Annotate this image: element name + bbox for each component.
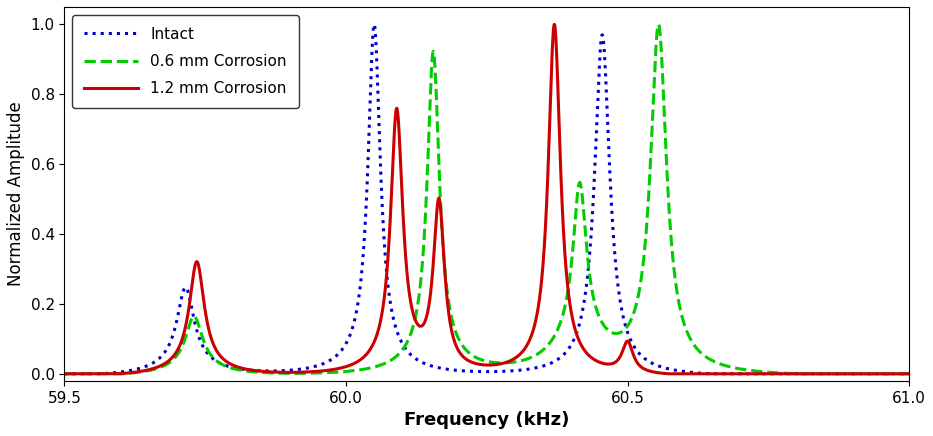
0.6 mm Corrosion <box>59 371 70 376</box>
1.2 mm Corrosion <box>903 371 914 376</box>
Intact <box>859 371 870 376</box>
1.2 mm Corrosion <box>859 371 870 376</box>
Legend: Intact, 0.6 mm Corrosion, 1.2 mm Corrosion: Intact, 0.6 mm Corrosion, 1.2 mm Corrosi… <box>72 14 299 109</box>
Line: Intact: Intact <box>64 24 909 374</box>
0.6 mm Corrosion <box>94 371 105 376</box>
Intact <box>109 370 120 375</box>
Intact <box>225 364 236 369</box>
Line: 0.6 mm Corrosion: 0.6 mm Corrosion <box>64 24 909 374</box>
Line: 1.2 mm Corrosion: 1.2 mm Corrosion <box>64 24 909 374</box>
X-axis label: Frequency (kHz): Frequency (kHz) <box>404 411 569 429</box>
0.6 mm Corrosion <box>225 365 236 370</box>
Y-axis label: Normalized Amplitude: Normalized Amplitude <box>7 102 25 286</box>
1.2 mm Corrosion <box>549 22 560 27</box>
0.6 mm Corrosion <box>63 371 74 376</box>
1.2 mm Corrosion <box>94 371 105 376</box>
1.2 mm Corrosion <box>225 361 236 366</box>
0.6 mm Corrosion <box>472 355 483 361</box>
Intact <box>63 371 74 376</box>
Intact <box>94 371 105 376</box>
0.6 mm Corrosion <box>109 371 120 376</box>
Intact <box>472 369 483 374</box>
0.6 mm Corrosion <box>903 371 914 376</box>
Intact <box>903 371 914 376</box>
1.2 mm Corrosion <box>59 371 70 376</box>
1.2 mm Corrosion <box>63 371 74 376</box>
1.2 mm Corrosion <box>109 371 120 376</box>
1.2 mm Corrosion <box>472 361 483 367</box>
Intact <box>369 22 380 27</box>
0.6 mm Corrosion <box>653 22 664 27</box>
0.6 mm Corrosion <box>859 371 870 376</box>
Intact <box>59 371 70 376</box>
